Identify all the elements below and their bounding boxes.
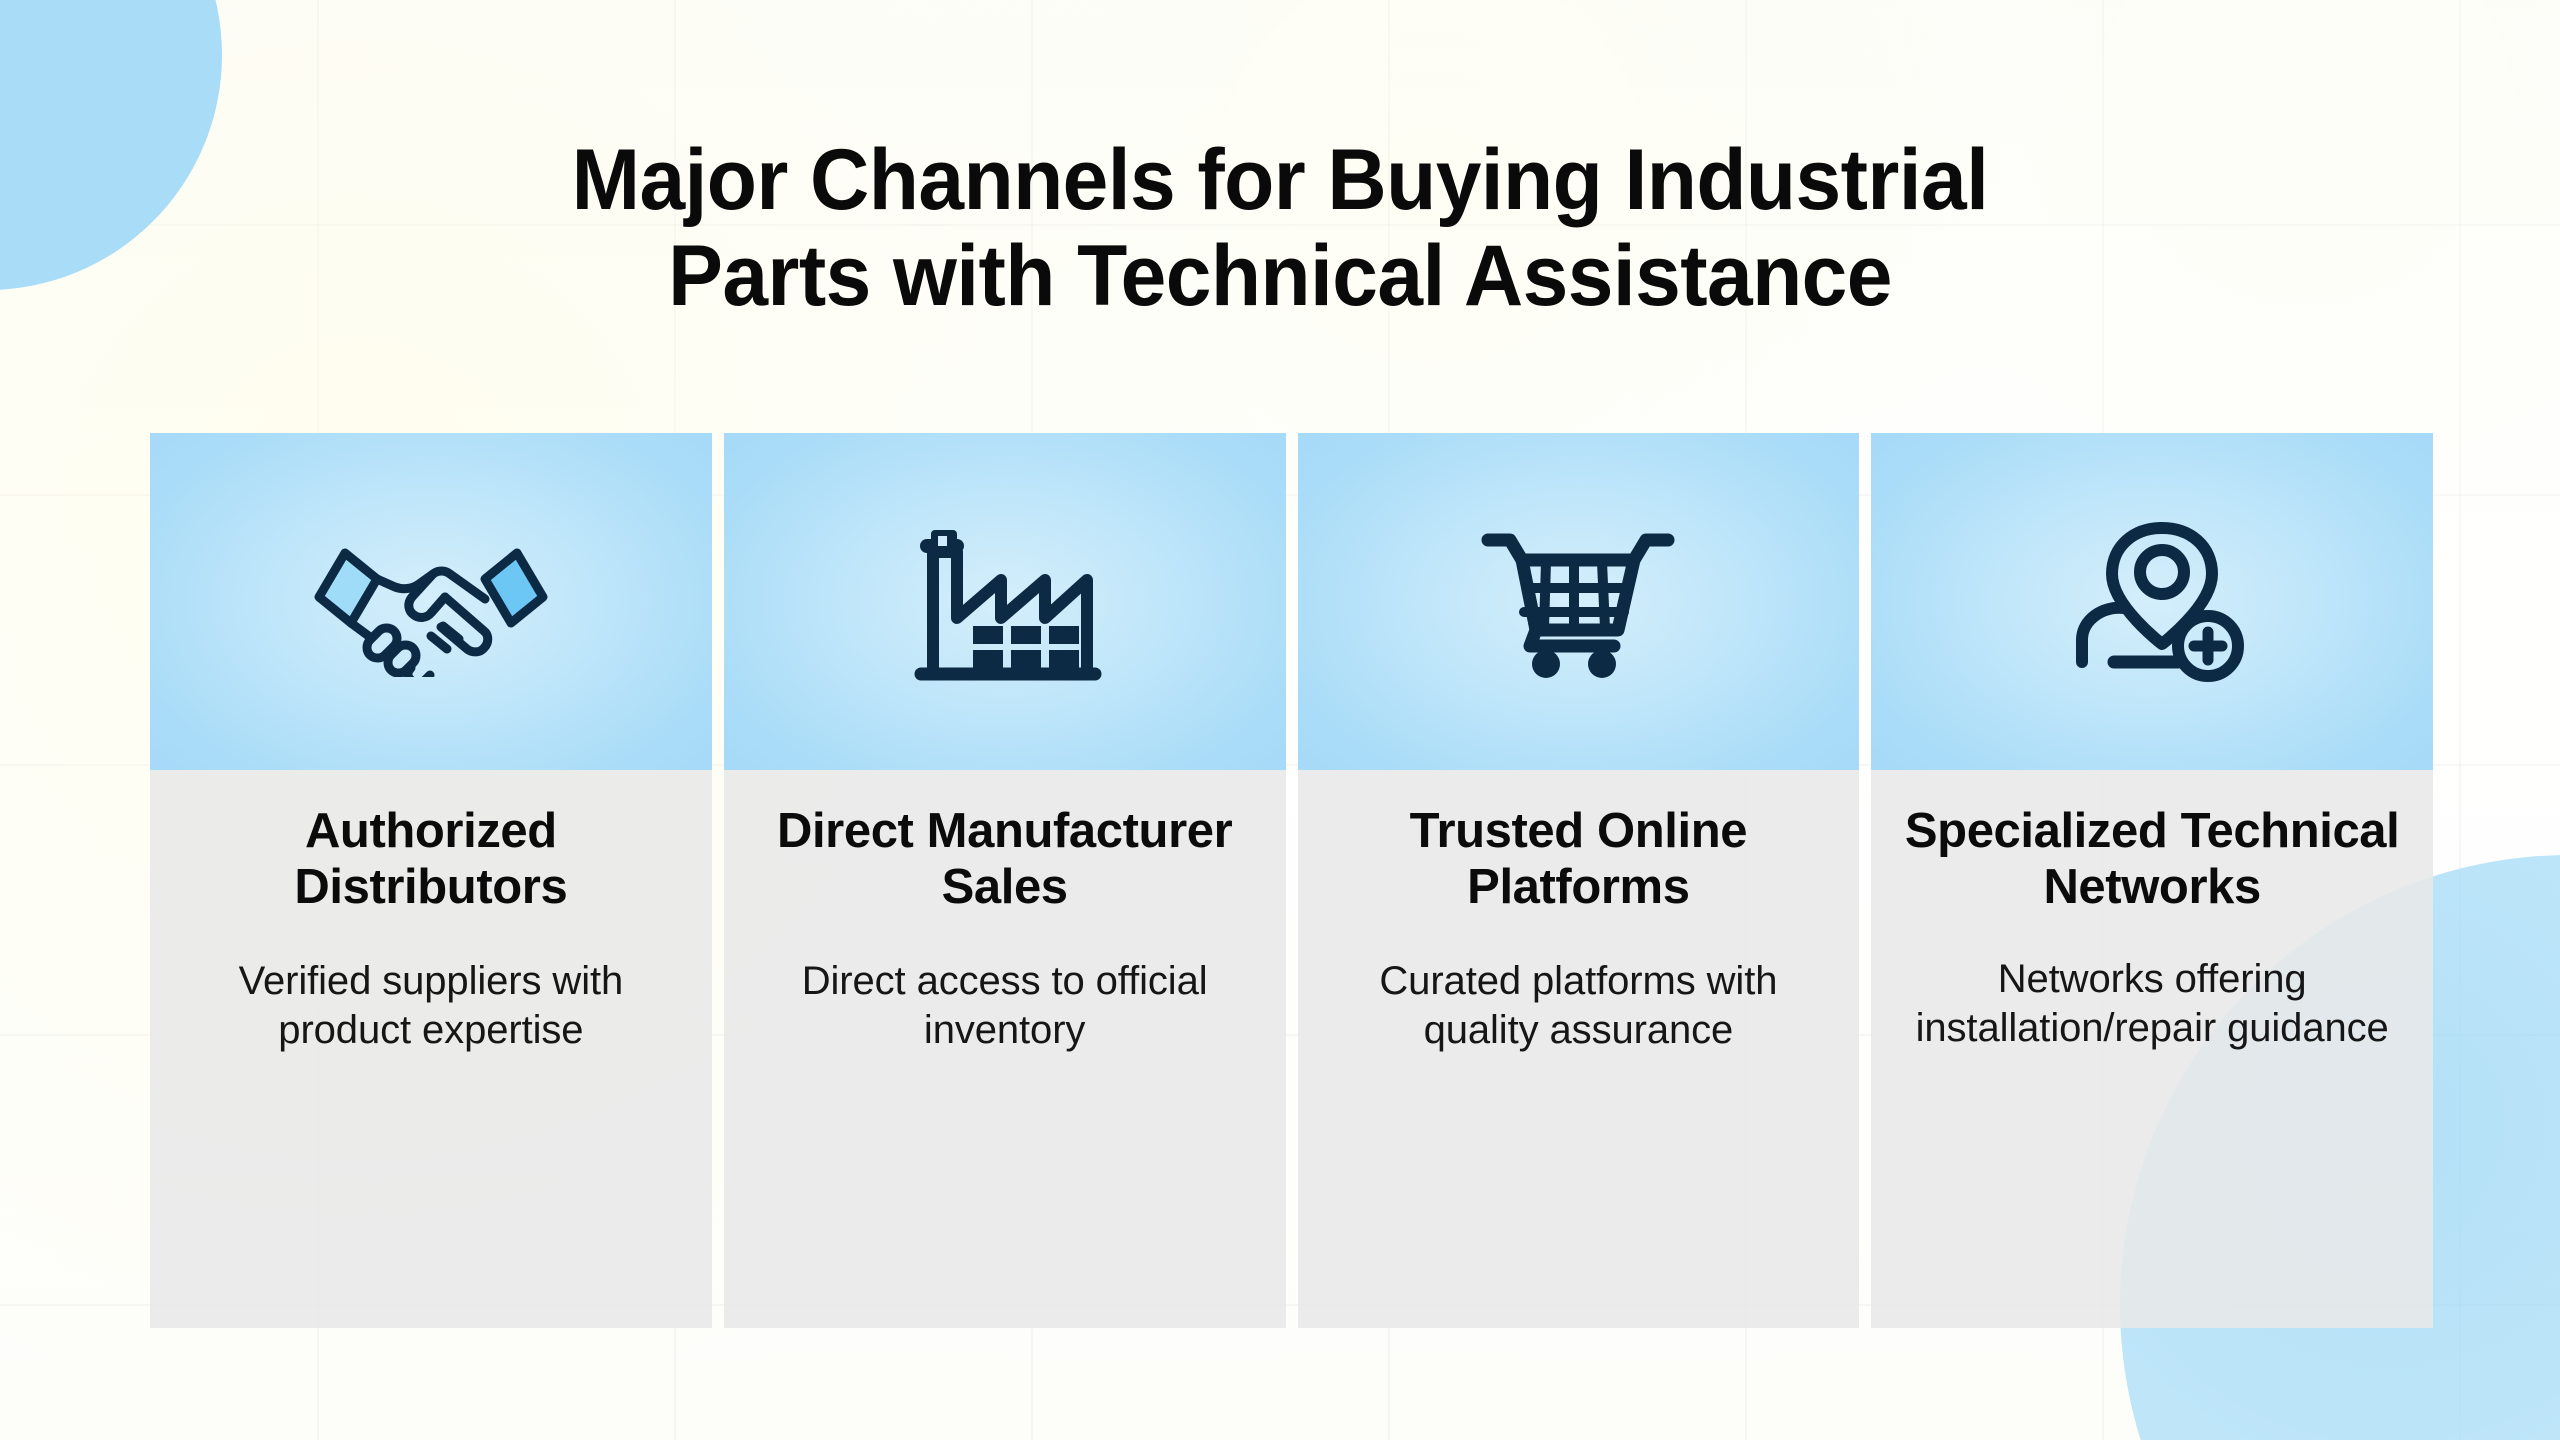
card-description: Networks offering installation/repair gu… bbox=[1915, 957, 2389, 1051]
shopping-cart-icon bbox=[1453, 507, 1703, 697]
card-text-body: Direct Manufacturer Sales Direct access … bbox=[723, 770, 1286, 1328]
card-title: Trusted Online Platforms bbox=[1409, 804, 1748, 914]
card-text-body: Trusted Online Platforms Curated platfor… bbox=[1297, 770, 1860, 1328]
location-pin-add-icon bbox=[2027, 507, 2277, 697]
card-icon-header bbox=[723, 433, 1286, 770]
card-icon-header bbox=[1871, 433, 2433, 770]
factory-icon bbox=[880, 507, 1130, 697]
channel-card-list: Authorized Distributors Verified supplie… bbox=[150, 433, 2433, 1328]
page-title-line-1: Major Channels for Buying Industrial bbox=[571, 131, 1989, 228]
card-text-body: Authorized Distributors Verified supplie… bbox=[150, 770, 712, 1328]
card-title: Direct Manufacturer Sales bbox=[776, 804, 1233, 914]
page-title-line-2: Parts with Technical Assistance bbox=[668, 227, 1892, 324]
channel-card[interactable]: Specialized Technical Networks Networks … bbox=[1871, 433, 2433, 1328]
handshake-icon bbox=[306, 507, 556, 697]
card-title: Authorized Distributors bbox=[294, 804, 568, 914]
card-icon-header bbox=[150, 433, 712, 770]
card-description: Curated platforms with quality assurance bbox=[1379, 959, 1778, 1053]
card-description: Direct access to official inventory bbox=[801, 959, 1208, 1053]
channel-card[interactable]: Direct Manufacturer Sales Direct access … bbox=[723, 433, 1286, 1328]
card-icon-header bbox=[1297, 433, 1860, 770]
page-title: Major Channels for Buying Industrial Par… bbox=[58, 132, 2503, 325]
channel-card[interactable]: Trusted Online Platforms Curated platfor… bbox=[1297, 433, 1860, 1328]
card-text-body: Specialized Technical Networks Networks … bbox=[1871, 770, 2433, 1328]
card-description: Verified suppliers with product expertis… bbox=[238, 959, 624, 1053]
channel-card[interactable]: Authorized Distributors Verified supplie… bbox=[150, 433, 712, 1328]
card-title: Specialized Technical Networks bbox=[1904, 804, 2400, 914]
